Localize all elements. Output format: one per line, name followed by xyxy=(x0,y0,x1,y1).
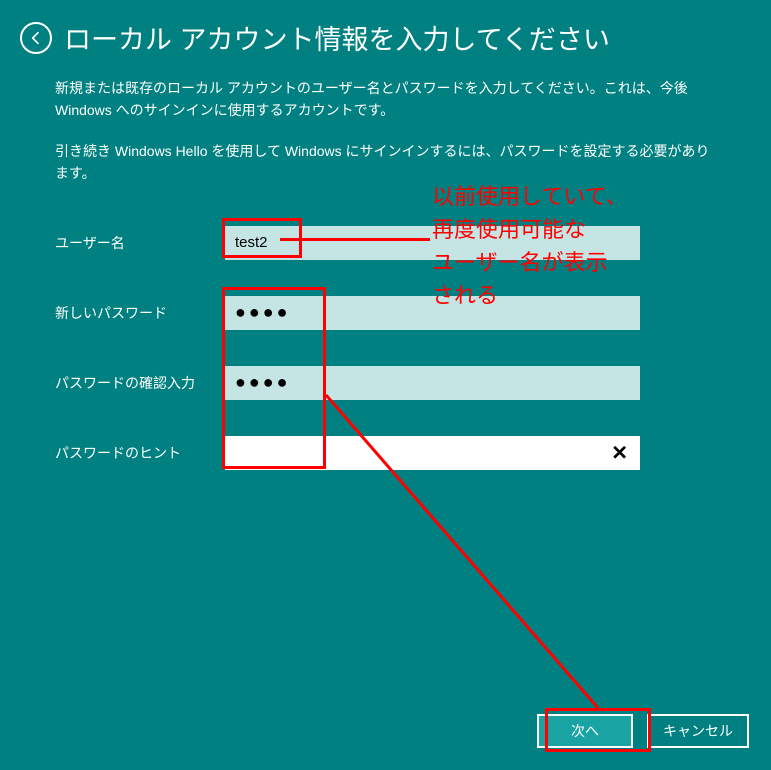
back-button[interactable] xyxy=(20,22,52,54)
page-title: ローカル アカウント情報を入力してください xyxy=(64,18,610,57)
description-2: 引き続き Windows Hello を使用して Windows にサインインす… xyxy=(55,140,716,185)
new-password-label: 新しいパスワード xyxy=(55,303,225,323)
username-label: ユーザー名 xyxy=(55,233,225,253)
description-1: 新規または既存のローカル アカウントのユーザー名とパスワードを入力してください。… xyxy=(55,77,716,122)
hint-input[interactable]: ✕ xyxy=(225,436,640,470)
clear-icon[interactable]: ✕ xyxy=(611,440,628,465)
arrow-left-icon xyxy=(28,30,44,46)
username-input[interactable]: test2 xyxy=(225,226,640,260)
cancel-button[interactable]: キャンセル xyxy=(647,714,749,748)
confirm-password-input[interactable]: ●●●● xyxy=(225,366,640,400)
confirm-password-label: パスワードの確認入力 xyxy=(55,373,225,393)
new-password-input[interactable]: ●●●● xyxy=(225,296,640,330)
hint-label: パスワードのヒント xyxy=(55,443,225,463)
next-button[interactable]: 次へ xyxy=(537,714,633,748)
account-form: ユーザー名 test2 新しいパスワード ●●●● パスワードの確認入力 ●●●… xyxy=(55,225,771,471)
